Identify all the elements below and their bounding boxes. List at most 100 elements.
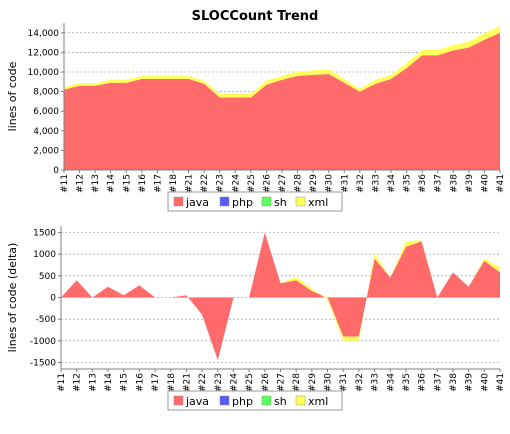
x-tick-label: #14: [104, 373, 114, 392]
y-tick-label: 10,000: [28, 68, 60, 78]
legend-label-java: java: [185, 395, 209, 408]
x-tick-label: #26: [262, 174, 272, 193]
series-area-xml: [64, 25, 500, 98]
legend-top: java php sh xml: [167, 191, 343, 212]
legend-swatch-xml: [295, 395, 306, 406]
x-tick-label: #35: [402, 373, 412, 392]
x-tick-label: #32: [355, 373, 365, 392]
y-tick-label: 14,000: [28, 29, 60, 39]
legend-label-sh: sh: [274, 196, 287, 209]
legend-label-sh: sh: [274, 395, 287, 408]
x-tick-label: #38: [449, 174, 459, 193]
x-tick-label: #13: [91, 174, 101, 193]
y-tick-label: 0: [50, 294, 56, 304]
x-tick-label: #21: [185, 174, 195, 193]
x-tick-label: #30: [324, 373, 334, 392]
legend-label-xml: xml: [308, 196, 328, 209]
x-tick-label: #39: [465, 373, 475, 392]
x-tick-label: #27: [277, 373, 287, 392]
x-tick-label: #24: [230, 373, 240, 392]
x-tick-label: #18: [169, 174, 179, 193]
x-tick-label: #17: [151, 373, 161, 392]
y-tick-label: -500: [36, 315, 57, 325]
x-tick-label: #15: [122, 174, 132, 193]
legend-swatch-sh: [261, 395, 272, 406]
x-tick-label: #16: [138, 174, 148, 193]
y-tick-label: 0: [53, 166, 59, 176]
y-tick-label: 8,000: [33, 88, 59, 98]
legend-label-xml: xml: [308, 395, 328, 408]
x-tick-label: #37: [434, 174, 444, 193]
x-tick-label: #37: [433, 373, 443, 392]
x-tick-label: #12: [76, 174, 86, 193]
legend-label-php: php: [232, 395, 253, 408]
x-tick-label: #40: [480, 174, 490, 193]
x-tick-label: #23: [216, 174, 226, 193]
x-tick-label: #30: [325, 174, 335, 193]
x-tick-label: #36: [418, 174, 428, 193]
x-tick-label: #26: [261, 373, 271, 392]
y-tick-label: 6,000: [33, 107, 59, 117]
x-tick-label: #31: [340, 174, 350, 193]
y-tick-label: 1000: [33, 250, 56, 260]
legend-box: [167, 390, 343, 411]
x-tick-label: #34: [386, 373, 396, 392]
x-tick-label: #18: [167, 373, 177, 392]
x-tick-label: #25: [247, 174, 257, 193]
x-tick-label: #38: [449, 373, 459, 392]
panel-loc-trend: 0 2,000 4,000 6,000 8,000 10,000 12,000 14,000 #…: [6, 23, 506, 193]
x-tick-label: #39: [465, 174, 475, 193]
panel-loc-delta: -1500 -1000 -500 0 500 1000 1500 #11 #12 #13 #14 #1…: [6, 226, 506, 392]
x-tick-label: #29: [308, 373, 318, 392]
x-tick-label: #24: [231, 174, 241, 193]
x-tick-label: #27: [278, 174, 288, 193]
legend-label-php: php: [232, 196, 253, 209]
y-tick-label: -1000: [30, 337, 56, 347]
legend-swatch-java: [173, 196, 184, 207]
x-tick-label: #17: [153, 174, 163, 193]
x-tick-label: #22: [198, 373, 208, 392]
x-tick-label: #21: [182, 373, 192, 392]
legend-swatch-xml: [295, 196, 306, 207]
x-tick-label: #41: [496, 174, 506, 193]
legend-swatch-sh: [261, 196, 272, 207]
y-tick-label: 1500: [33, 229, 56, 239]
legend-swatch-php: [219, 395, 230, 406]
y-axis-title: lines of code: [6, 61, 19, 131]
chart-title: SLOCCount Trend: [192, 9, 319, 24]
x-tick-label: #33: [371, 373, 381, 392]
x-tick-label: #14: [107, 174, 117, 193]
x-tick-label: #12: [73, 373, 83, 392]
x-tick-label: #29: [309, 174, 319, 193]
x-tick-label: #28: [294, 174, 304, 193]
x-tick-label: #16: [135, 373, 145, 392]
x-tick-label: #22: [200, 174, 210, 193]
x-tick-label: #28: [292, 373, 302, 392]
x-tick-label: #36: [418, 373, 428, 392]
y-tick-label: 12,000: [28, 48, 60, 58]
x-tick-label: #13: [88, 373, 98, 392]
x-tick-label: #41: [496, 373, 506, 392]
x-tick-label: #40: [480, 373, 490, 392]
legend-swatch-php: [219, 196, 230, 207]
x-tick-label: #32: [356, 174, 366, 193]
x-tick-label: #11: [60, 174, 70, 193]
y-axis-title: lines of code (delta): [6, 243, 19, 353]
x-tick-label: #23: [214, 373, 224, 392]
y-tick-label: 2,000: [33, 146, 59, 156]
x-tick-label: #33: [371, 174, 381, 193]
y-tick-label: 4,000: [33, 127, 59, 137]
legend-bottom: java php sh xml: [167, 390, 343, 411]
x-tick-label: #15: [120, 373, 130, 392]
legend-label-java: java: [185, 196, 209, 209]
legend-box: [167, 191, 343, 212]
y-tick-label: 500: [39, 272, 56, 282]
legend-swatch-java: [173, 395, 184, 406]
series-area-java: [61, 232, 500, 361]
x-tick-label: #35: [403, 174, 413, 193]
x-tick-label: #25: [245, 373, 255, 392]
series-area-java: [64, 32, 500, 170]
x-tick-label: #34: [387, 174, 397, 193]
x-tick-label: #11: [57, 373, 67, 392]
